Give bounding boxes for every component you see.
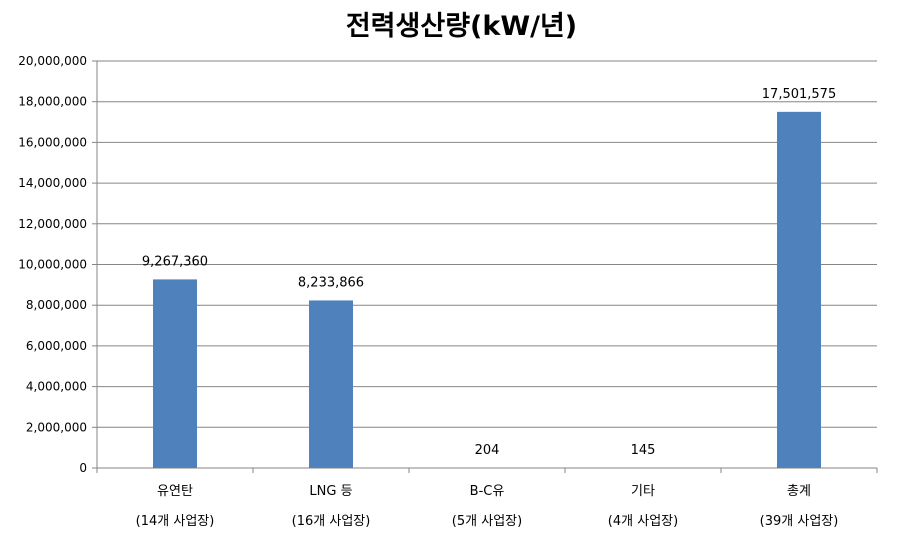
y-tick-label: 18,000,000 [18, 95, 87, 109]
y-tick-label: 12,000,000 [18, 217, 87, 231]
bar [309, 300, 353, 468]
y-tick-label: 10,000,000 [18, 258, 87, 272]
gridlines [97, 60, 877, 428]
data-label: 8,233,866 [298, 275, 364, 290]
y-tick-label: 0 [79, 461, 87, 475]
category-sublabel: (16개 사업장) [292, 514, 371, 529]
y-tick-label: 6,000,000 [26, 339, 87, 353]
bar [777, 111, 821, 468]
category-label: 총계 [787, 484, 811, 499]
y-tick-label: 8,000,000 [26, 298, 87, 312]
y-tick-label: 14,000,000 [18, 176, 87, 190]
chart-title: 전력생산량(kW/년) [345, 11, 578, 42]
bar [153, 279, 197, 468]
data-label: 145 [631, 443, 656, 458]
category-label: B-C유 [470, 484, 505, 499]
axes [92, 60, 878, 473]
category-sublabel: (14개 사업장) [136, 514, 215, 529]
category-sublabel: (39개 사업장) [760, 514, 839, 529]
category-sublabel: (5개 사업장) [452, 514, 522, 529]
category-sublabel: (4개 사업장) [608, 514, 678, 529]
category-label: LNG 등 [309, 484, 352, 499]
category-label: 유연탄 [157, 484, 193, 499]
bars [153, 111, 821, 468]
y-tick-label: 20,000,000 [18, 54, 87, 68]
y-tick-label: 2,000,000 [26, 420, 87, 434]
labels: 0 2,000,000 4,000,000 6,000,000 8,000,000 10,… [18, 54, 838, 529]
data-label: 9,267,360 [142, 254, 208, 269]
data-label: 204 [475, 443, 500, 458]
y-tick-label: 16,000,000 [18, 135, 87, 149]
category-label: 기타 [631, 484, 655, 499]
y-tick-label: 4,000,000 [26, 380, 87, 394]
data-label: 17,501,575 [762, 87, 836, 102]
